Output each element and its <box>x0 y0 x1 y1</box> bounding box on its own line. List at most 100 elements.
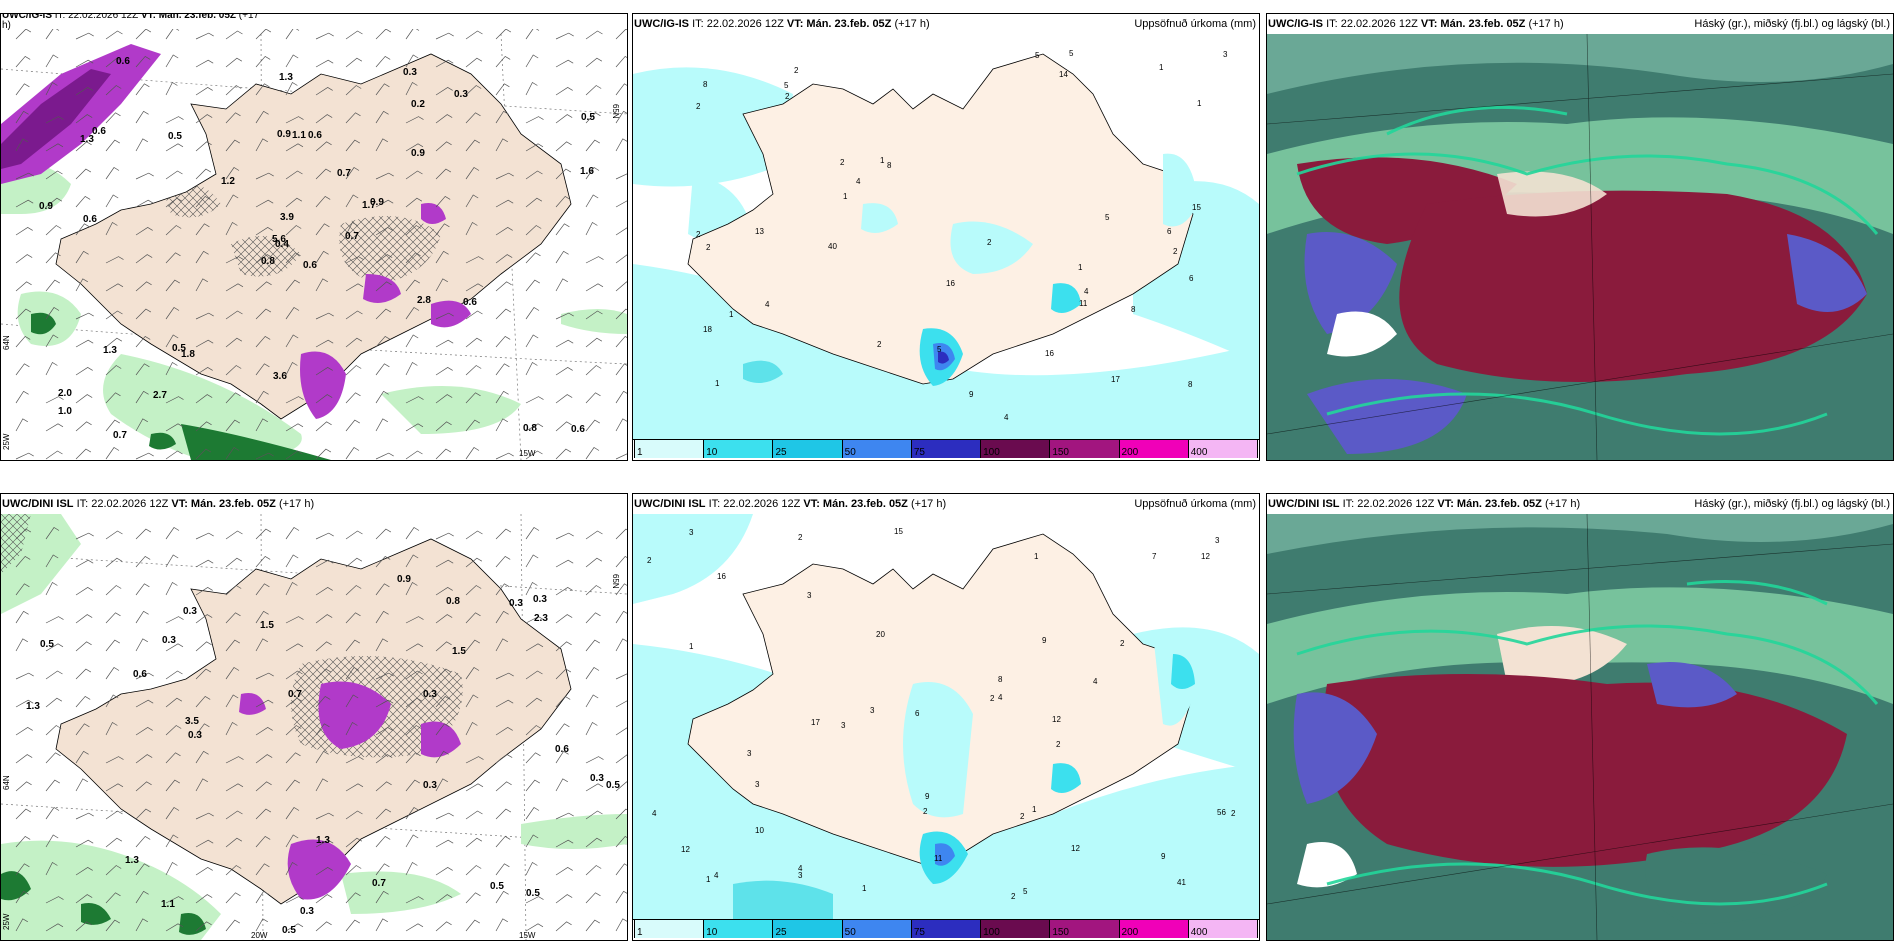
wind-barb <box>255 172 274 180</box>
wind-barb <box>435 59 454 68</box>
wind-barb <box>405 334 419 348</box>
precip-value-label: 1.1 <box>292 130 306 141</box>
wind-barb <box>585 612 601 624</box>
wind-barb <box>165 279 180 292</box>
precip-value-label: 3 <box>870 706 875 715</box>
wind-barb <box>45 527 60 540</box>
wind-barb <box>585 365 602 376</box>
wind-barb <box>75 312 94 320</box>
wind-barb <box>405 170 423 180</box>
wind-barb <box>585 85 602 96</box>
wind-barb <box>405 82 418 96</box>
panel-clouds-top: UWC/IG-IS IT: 22.02.2026 12Z VT: Mán. 23… <box>1266 13 1894 461</box>
init-time: IT: 22.02.2026 12Z <box>76 498 169 510</box>
wind-barb <box>195 366 213 376</box>
wind-barb <box>375 390 389 404</box>
wind-barb <box>75 339 94 348</box>
wind-barb <box>45 252 61 264</box>
wind-barb <box>105 557 123 568</box>
wind-barb <box>285 725 302 736</box>
wind-barb <box>255 254 273 264</box>
precip-value-label: 0.8 <box>446 596 460 607</box>
colorbar-label: 400 <box>1190 447 1208 458</box>
precip-value-label: 1 <box>706 875 711 884</box>
wind-barb <box>525 396 544 404</box>
wind-barb <box>615 583 627 596</box>
wind-barb <box>495 699 514 708</box>
wind-barb <box>585 222 598 236</box>
wind-barb <box>435 339 454 348</box>
wind-barb <box>435 86 453 96</box>
wind-barb <box>345 392 361 404</box>
wind-barb <box>165 725 182 736</box>
wind-barb <box>15 281 32 292</box>
wind-barb <box>195 586 213 596</box>
lead-time: (+17 <box>238 13 260 21</box>
precip-value-label: 0.8 <box>261 256 275 267</box>
wind-barb <box>135 726 153 736</box>
wind-barb <box>105 722 118 736</box>
wind-barb <box>225 810 243 820</box>
wind-barb <box>195 195 211 208</box>
wind-barb <box>555 114 573 124</box>
wind-barb <box>15 890 29 904</box>
wind-barb <box>315 839 334 848</box>
panel-wind-precip-top: UWC/IG-IS IT: 22.02.2026 12Z VT: Mán. 23… <box>0 13 628 461</box>
wind-barb <box>405 197 423 208</box>
wind-barb <box>105 865 122 876</box>
wind-barb <box>375 254 393 264</box>
wind-barb <box>405 450 423 460</box>
colorbar-label: 100 <box>983 927 1000 938</box>
precip-value-label: 0.6 <box>555 744 569 755</box>
colorbar: 1 10 25 50 75 100 150 200 400 <box>633 439 1259 460</box>
precip-value-label: 0.3 <box>162 635 176 646</box>
wind-barb <box>315 723 330 736</box>
wind-barb <box>585 337 603 348</box>
wind-barb <box>465 557 483 568</box>
wind-barb <box>465 57 483 68</box>
wind-barb <box>495 672 514 680</box>
panel-header: UWC/DINI ISL IT: 22.02.2026 12Z VT: Mán.… <box>1 494 627 514</box>
wind-barb <box>255 390 269 404</box>
wind-barb <box>195 278 208 292</box>
wind-barb <box>315 366 333 376</box>
wind-barb <box>225 919 240 932</box>
precip-value-label: 0.3 <box>533 594 547 605</box>
wind-barb <box>255 890 269 904</box>
colorbar-label: 100 <box>983 447 1000 458</box>
wind-barb <box>555 839 574 848</box>
precip-value-label: 3.5 <box>185 716 199 727</box>
precip-value-label: 3 <box>1223 50 1228 59</box>
wind-barb <box>165 807 180 820</box>
wind-barb <box>285 54 299 68</box>
wind-barb <box>45 450 63 460</box>
wind-barb <box>75 668 92 680</box>
precip-value-label: 9 <box>1042 636 1047 645</box>
wind-barb <box>15 390 29 404</box>
wind-barb <box>525 143 544 152</box>
wind-barb <box>465 810 483 820</box>
wind-barb <box>105 112 121 124</box>
precip-value-label: 0.6 <box>92 126 106 137</box>
wind-barb <box>75 86 93 96</box>
wind-barb <box>255 138 268 152</box>
wind-barb <box>345 694 359 708</box>
wind-barb <box>585 167 600 180</box>
precip-value-label: 0.3 <box>509 598 523 609</box>
wind-barb <box>405 396 424 404</box>
precip-value-label: 5 <box>1023 887 1028 896</box>
panel-header: UWC/DINI ISL IT: 22.02.2026 12Z VT: Mán.… <box>633 494 1259 514</box>
wind-barb <box>555 586 573 596</box>
model-name: UWC/IG-IS <box>2 13 52 21</box>
wind-barb <box>195 866 213 876</box>
wind-barb <box>615 610 627 624</box>
wind-barb <box>585 667 600 680</box>
precip-value-label: 17 <box>1111 375 1120 384</box>
lon-label-20w: 20W <box>251 931 268 940</box>
wind-barb <box>435 586 453 596</box>
wind-barb <box>165 197 183 208</box>
wind-barb <box>315 668 332 680</box>
wind-barb <box>495 281 512 292</box>
wind-barb <box>225 756 244 764</box>
valid-time: Mán. 23.feb. 05Z <box>190 498 276 510</box>
